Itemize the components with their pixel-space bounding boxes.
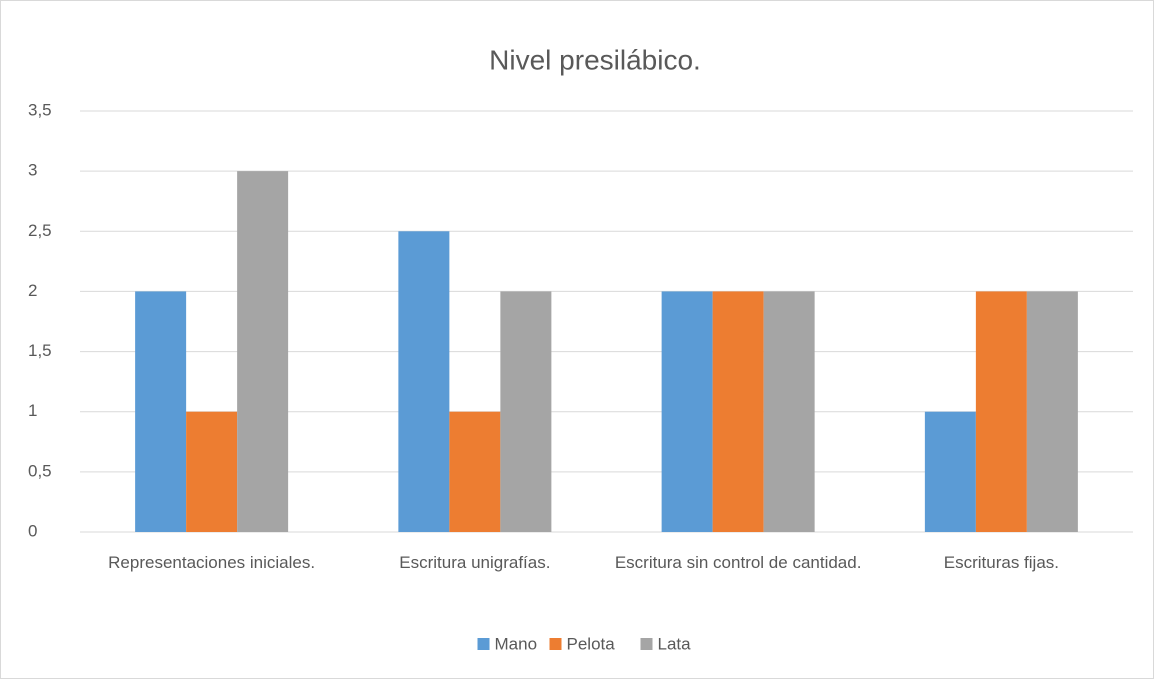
bar <box>975 291 1027 532</box>
legend-swatch <box>549 638 562 650</box>
bar <box>1026 291 1078 532</box>
bar <box>186 411 238 532</box>
y-tick-label: 1,5 <box>28 341 52 360</box>
bar <box>712 291 764 532</box>
y-tick-label: 2,5 <box>28 221 52 240</box>
legend-swatch <box>477 638 490 650</box>
y-tick-label: 0 <box>28 521 37 540</box>
bar <box>449 411 501 532</box>
bar <box>661 291 713 532</box>
legend-label: Mano <box>495 634 538 653</box>
x-tick-label: Escrituras fijas. <box>943 553 1059 572</box>
legend-label: Lata <box>658 634 692 653</box>
chart-title: Nivel presilábico. <box>489 44 701 75</box>
x-tick-label: Escritura sin control de cantidad. <box>614 553 862 572</box>
y-tick-label: 1 <box>28 401 37 420</box>
bar <box>237 171 289 532</box>
y-tick-label: 2 <box>28 281 37 300</box>
bar <box>500 291 552 532</box>
legend-swatch <box>640 638 653 650</box>
y-tick-label: 0,5 <box>28 461 52 480</box>
x-tick-label: Escritura unigrafías. <box>399 553 551 572</box>
bar <box>398 231 450 533</box>
legend-label: Pelota <box>567 634 616 653</box>
bar <box>135 291 187 532</box>
bar <box>924 411 976 532</box>
bar <box>763 291 815 532</box>
y-tick-label: 3 <box>28 161 37 180</box>
y-tick-label: 3,5 <box>28 100 52 119</box>
x-tick-label: Representaciones iniciales. <box>108 553 316 572</box>
